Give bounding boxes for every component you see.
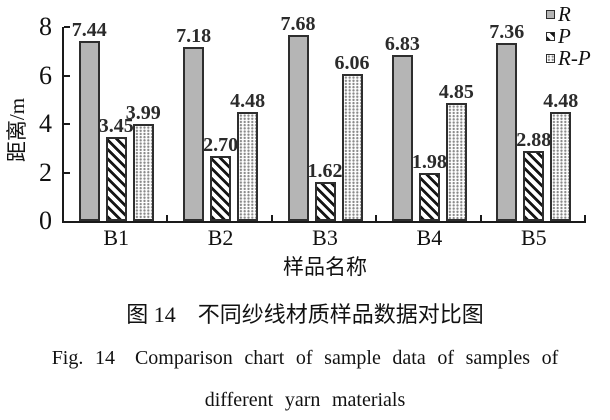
caption-chinese: 图 14 不同纱线材质样品数据对比图 xyxy=(126,302,484,327)
value-label: 4.85 xyxy=(438,81,474,104)
legend-item-R: R xyxy=(546,3,591,25)
value-label: 6.83 xyxy=(384,33,420,56)
legend-item-P: P xyxy=(546,25,591,47)
x-tick xyxy=(166,215,169,221)
x-axis-title: 样品名称 xyxy=(283,255,367,279)
bar-P-B3 xyxy=(314,181,336,221)
bar-R-P-B3 xyxy=(341,74,363,221)
caption-english-line1: Fig. 14 Comparison chart of sample data … xyxy=(51,347,559,369)
value-label: 1.62 xyxy=(307,159,343,182)
bar-P-B5 xyxy=(523,151,545,221)
value-label: 7.44 xyxy=(71,18,107,41)
x-category-label: B4 xyxy=(416,225,443,250)
value-label: 2.88 xyxy=(516,129,552,152)
value-label: 1.98 xyxy=(411,150,447,173)
value-label: 2.70 xyxy=(203,133,239,156)
legend-label: R-P xyxy=(558,46,591,70)
legend-swatch-diagonal-hatch xyxy=(546,31,555,41)
bar-R-P-B4 xyxy=(445,103,467,221)
y-tick-label: 4 xyxy=(39,109,52,138)
y-tick xyxy=(64,26,70,28)
legend-swatch-solid-gray xyxy=(546,9,555,19)
bar-R-B5 xyxy=(496,42,518,221)
bar-P-B2 xyxy=(210,155,232,221)
value-label: 6.06 xyxy=(334,52,370,75)
bar-P-B1 xyxy=(105,137,127,221)
bar-R-B3 xyxy=(287,34,309,221)
x-category-label: B3 xyxy=(312,225,338,250)
y-tick xyxy=(64,74,70,77)
y-tick-label: 8 xyxy=(39,12,52,41)
x-tick xyxy=(479,215,482,221)
x-tick xyxy=(584,215,586,221)
y-tick-label: 6 xyxy=(39,60,52,90)
value-label: 7.18 xyxy=(176,24,212,47)
legend: R P R-P xyxy=(546,3,591,69)
value-label: 7.36 xyxy=(489,20,525,43)
x-category-label: B5 xyxy=(520,225,547,250)
bar-R-P-B5 xyxy=(550,112,572,221)
value-label: 4.48 xyxy=(543,90,579,113)
x-category-label: B2 xyxy=(207,225,234,250)
value-label: 7.68 xyxy=(280,12,316,35)
x-tick xyxy=(375,215,378,221)
y-tick-label: 0 xyxy=(39,206,52,235)
plot-area: 7.44 3.45 3.99 7.18 2.70 4.48 7.68 1.62 6.06 6.83… xyxy=(62,14,586,223)
bar-chart: 7.44 3.45 3.99 7.18 2.70 4.48 7.68 1.62 6.06 6.83… xyxy=(5,3,591,279)
bar-R-P-B1 xyxy=(132,124,154,221)
bar-P-B4 xyxy=(418,173,440,221)
legend-label: P xyxy=(558,24,571,48)
y-tick-label: 2 xyxy=(39,157,52,187)
value-label: 4.48 xyxy=(230,90,266,113)
bar-R-B4 xyxy=(391,55,413,221)
legend-label: R xyxy=(558,2,571,26)
y-tick xyxy=(64,123,70,125)
y-tick xyxy=(64,171,70,174)
value-label: 3.45 xyxy=(98,115,134,138)
bar-R-B1 xyxy=(78,40,100,221)
bar-R-B2 xyxy=(183,46,205,221)
x-tick xyxy=(270,215,273,221)
bar-R-P-B2 xyxy=(237,112,259,221)
caption-english-line2: different yarn materials xyxy=(204,389,406,411)
x-category-label: B1 xyxy=(103,225,130,250)
legend-item-R-P: R-P xyxy=(546,47,591,69)
legend-swatch-dotted xyxy=(546,53,555,63)
value-label: 3.99 xyxy=(125,102,161,125)
